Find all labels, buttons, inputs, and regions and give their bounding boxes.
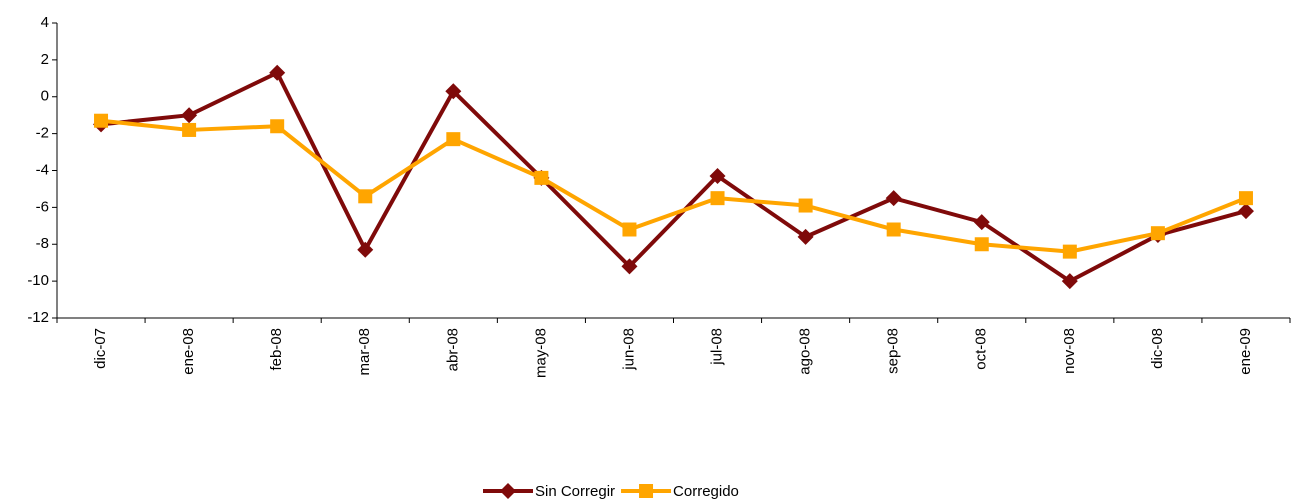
marker [798,198,813,213]
x-tick-label: ene-08 [180,328,197,375]
marker [797,228,814,245]
marker [974,237,989,252]
marker [621,258,638,275]
y-tick-label: 2 [41,51,49,68]
marker [886,222,901,237]
marker [182,122,197,137]
x-tick-label: jun-08 [620,328,637,371]
legend-label: Corregido [673,483,739,500]
marker [1238,191,1253,206]
legend-label: Sin Corregir [535,483,615,500]
y-tick-label: 4 [41,14,49,31]
y-tick-label: -2 [36,125,49,142]
x-tick-label: dic-08 [1149,328,1166,369]
marker [622,222,637,237]
marker [269,64,286,81]
x-tick-label: nov-08 [1061,328,1078,374]
series-line [100,70,1247,284]
marker [446,132,461,147]
marker [709,168,726,185]
marker [357,241,374,258]
marker [94,113,109,128]
marker [1062,244,1077,259]
marker [445,83,462,100]
marker [534,170,549,185]
x-tick-label: jul-08 [709,328,726,366]
y-tick-label: -8 [36,235,49,252]
x-tick-label: may-08 [532,328,549,378]
x-tick-label: sep-08 [885,328,902,374]
y-tick-label: 0 [41,88,49,105]
marker [1061,273,1078,290]
y-tick-label: -10 [27,272,49,289]
marker [1237,203,1254,220]
marker [885,190,902,207]
marker [270,119,285,134]
x-tick-label: mar-08 [356,328,373,376]
y-tick-label: -12 [27,309,49,326]
marker [1150,226,1165,241]
marker [500,483,516,499]
series-line [100,118,1247,254]
marker [639,484,654,498]
y-tick-label: -4 [36,161,49,178]
x-tick-label: abr-08 [444,328,461,371]
x-tick-label: ago-08 [797,328,814,375]
marker [181,107,198,124]
marker [710,191,725,206]
x-tick-label: oct-08 [973,328,990,370]
x-tick-label: dic-07 [92,328,109,369]
marker [973,214,990,231]
x-tick-label: ene-09 [1237,328,1254,375]
x-tick-label: feb-08 [268,328,285,371]
y-tick-label: -6 [36,198,49,215]
marker [358,189,373,204]
